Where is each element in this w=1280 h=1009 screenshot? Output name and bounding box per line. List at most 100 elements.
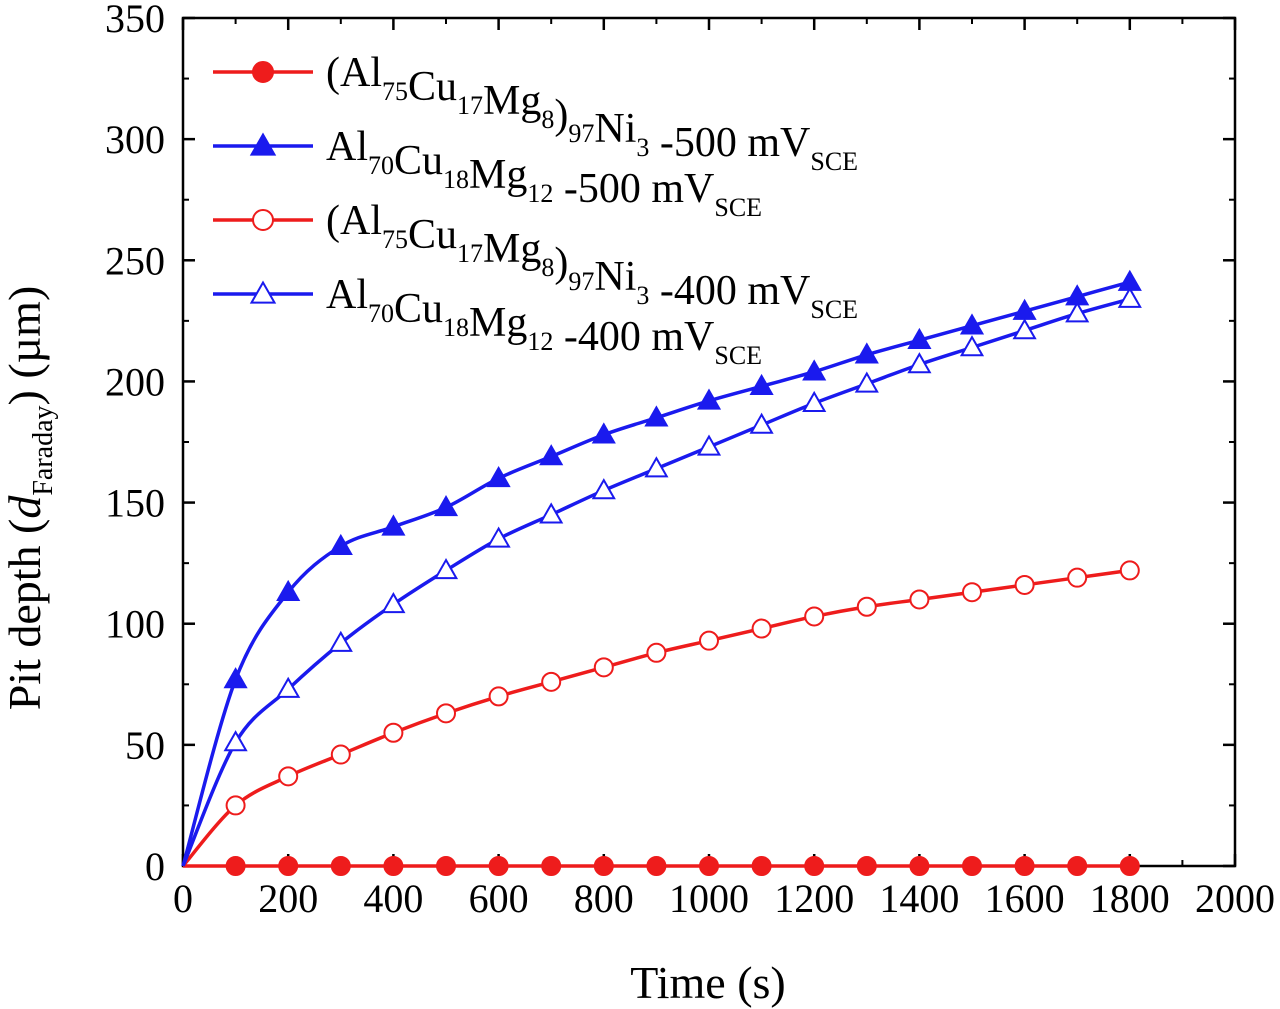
x-tick-label: 400 — [363, 876, 423, 921]
legend-label-part: (Al — [326, 198, 382, 244]
data-point — [1119, 856, 1140, 876]
data-point — [383, 856, 404, 876]
legend-item: (Al75Cu17Mg8)97Ni3 -400 mVSCE — [213, 198, 858, 324]
data-point — [644, 456, 669, 478]
x-tick-label: 2000 — [1195, 876, 1275, 921]
y-tick-label: 300 — [105, 117, 165, 162]
legend-swatch-marker — [249, 280, 277, 304]
data-point — [907, 352, 932, 374]
data-point — [539, 444, 564, 466]
legend-swatch-marker — [252, 61, 274, 83]
data-point — [1065, 301, 1090, 323]
legend-label: (Al75Cu17Mg8)97Ni3 -500 mVSCE — [326, 50, 858, 176]
data-point — [696, 388, 722, 410]
legend-label-part: -500 mV — [553, 166, 714, 212]
data-point — [276, 676, 301, 698]
legend-item: Al70Cu18Mg12 -500 mVSCE — [213, 124, 762, 222]
y-tick-label: 0 — [145, 844, 165, 889]
x-tick-label: 600 — [469, 876, 529, 921]
data-point — [802, 359, 827, 381]
data-point — [1067, 856, 1088, 876]
data-point — [749, 412, 774, 434]
data-point — [1119, 560, 1140, 581]
data-point — [962, 856, 982, 876]
y-tick-label: 350 — [105, 0, 165, 41]
data-point — [959, 313, 985, 335]
data-point — [1014, 574, 1035, 595]
y-tick-label: 250 — [105, 238, 165, 283]
legend-label-subscript: 70 — [368, 299, 394, 328]
legend-label-subscript: 17 — [457, 239, 483, 268]
legend-item: Al70Cu18Mg12 -400 mVSCE — [213, 272, 762, 370]
legend-label: (Al75Cu17Mg8)97Ni3 -400 mVSCE — [326, 198, 858, 324]
x-tick-label: 200 — [258, 876, 318, 921]
data-point — [856, 856, 877, 876]
data-point — [1117, 286, 1142, 308]
y-tick-label: 150 — [105, 481, 165, 526]
data-point — [909, 856, 930, 876]
data-point — [486, 526, 511, 548]
data-point — [488, 686, 509, 707]
series-line — [181, 297, 1131, 867]
data-point — [856, 596, 877, 617]
data-point — [436, 856, 456, 876]
data-point — [539, 502, 564, 524]
legend-label-subscript: SCE — [714, 193, 762, 222]
data-point — [696, 434, 722, 456]
y-axis-title-subscript: Faraday — [28, 405, 59, 495]
legend-swatch-marker — [249, 132, 277, 156]
legend-label-subscript: 18 — [443, 313, 469, 342]
x-tick-label: 1200 — [774, 876, 854, 921]
data-point — [436, 703, 456, 724]
legend-label-subscript: 97 — [568, 267, 594, 296]
data-point — [328, 533, 353, 555]
y-axis-title-prefix: Pit depth ( — [0, 519, 50, 711]
legend-label-part: -400 mV — [553, 314, 714, 360]
data-point — [854, 371, 879, 393]
legend-label-part: Mg — [469, 300, 527, 346]
x-axis-title: Time (s) — [630, 957, 786, 1008]
x-tick-label: 0 — [173, 876, 193, 921]
data-point — [804, 606, 825, 627]
data-point — [278, 766, 299, 787]
data-point — [486, 465, 511, 488]
legend-label-part: Mg — [483, 78, 541, 124]
data-point — [907, 327, 932, 350]
data-point — [330, 744, 351, 765]
y-axis-title: Pit depth (dFaraday) (µm) — [0, 286, 59, 711]
legend-label-part: ) — [554, 240, 568, 286]
legend-label-subscript: 70 — [368, 151, 394, 180]
legend: (Al75Cu17Mg8)97Ni3 -500 mVSCEAl70Cu18Mg1… — [213, 50, 858, 370]
legend-label-part: (Al — [326, 50, 382, 96]
data-point — [225, 795, 246, 816]
legend-label-part: ) — [554, 92, 568, 138]
data-point — [802, 390, 827, 412]
data-point — [330, 856, 351, 876]
data-point — [646, 642, 667, 663]
series-4 — [181, 286, 1142, 867]
legend-label-part: Al — [326, 272, 368, 318]
data-point — [591, 478, 616, 500]
legend-label-part: -400 mV — [649, 268, 810, 314]
data-point — [591, 422, 616, 444]
legend-label-part: Cu — [408, 212, 457, 258]
legend-label-part: Cu — [394, 138, 443, 184]
legend-label-subscript: SCE — [810, 295, 858, 324]
data-point — [278, 856, 299, 876]
legend-label-part: Cu — [394, 286, 443, 332]
data-point — [959, 335, 985, 357]
y-axis-title-symbol: d — [0, 495, 50, 519]
data-point — [644, 405, 669, 427]
data-point — [751, 618, 772, 639]
legend-label-part: Mg — [469, 152, 527, 198]
legend-label-subscript: 18 — [443, 165, 469, 194]
y-tick-label: 100 — [105, 602, 165, 647]
legend-swatch-marker — [252, 209, 274, 231]
data-point — [433, 558, 459, 580]
legend-label: Al70Cu18Mg12 -500 mVSCE — [326, 124, 762, 222]
data-point — [699, 630, 719, 651]
data-point — [646, 856, 667, 876]
legend-label-part: Cu — [408, 64, 457, 110]
data-point — [381, 514, 406, 536]
x-tick-label: 1600 — [985, 876, 1065, 921]
